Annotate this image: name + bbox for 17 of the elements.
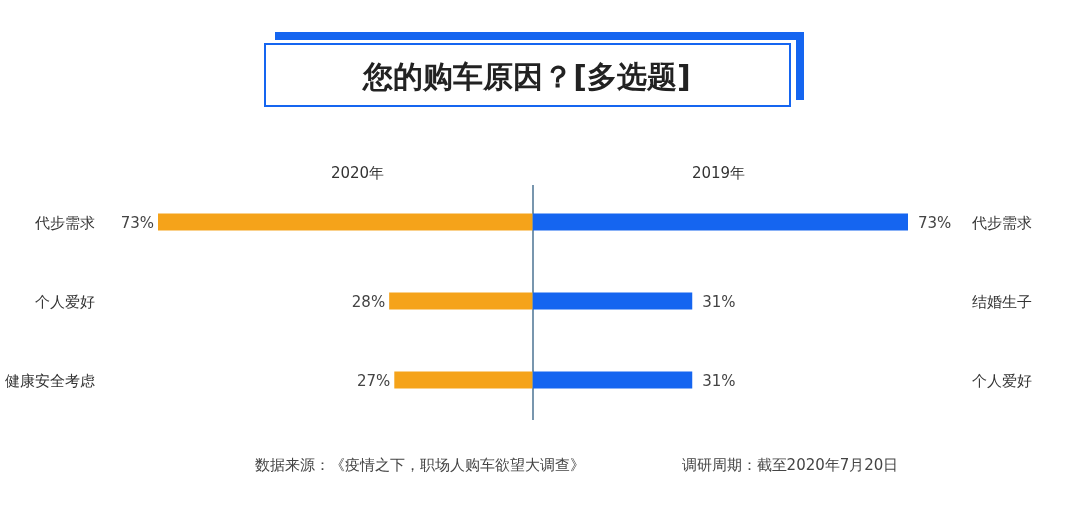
data-label: 73% xyxy=(120,214,154,232)
data-label: 28% xyxy=(351,293,386,311)
text: 调研周期：截至2020年7月20日 xyxy=(681,456,899,474)
y-tick-label: 个人爱好 xyxy=(35,293,95,311)
data-label: 31% xyxy=(702,293,736,311)
data-label: 73% xyxy=(918,214,952,232)
y-tick-label: 结婚生子 xyxy=(972,293,1032,311)
data-label: 31% xyxy=(702,372,736,390)
chart-title: 您的购车原因？[多选题] xyxy=(362,59,691,94)
chart-subtitle: 2019年 xyxy=(691,164,746,182)
y-tick-label: 代步需求 xyxy=(971,214,1032,232)
y-tick-label: 健康安全考虑 xyxy=(5,372,95,390)
y-tick-label: 个人爱好 xyxy=(972,372,1032,390)
y-tick-label: 代步需求 xyxy=(34,214,95,232)
chart-subtitle: 2020年 xyxy=(330,164,385,182)
data-label: 27% xyxy=(356,372,391,390)
source-note: 数据来源：《疫情之下，职场人购车欲望大调查》 xyxy=(255,456,585,474)
